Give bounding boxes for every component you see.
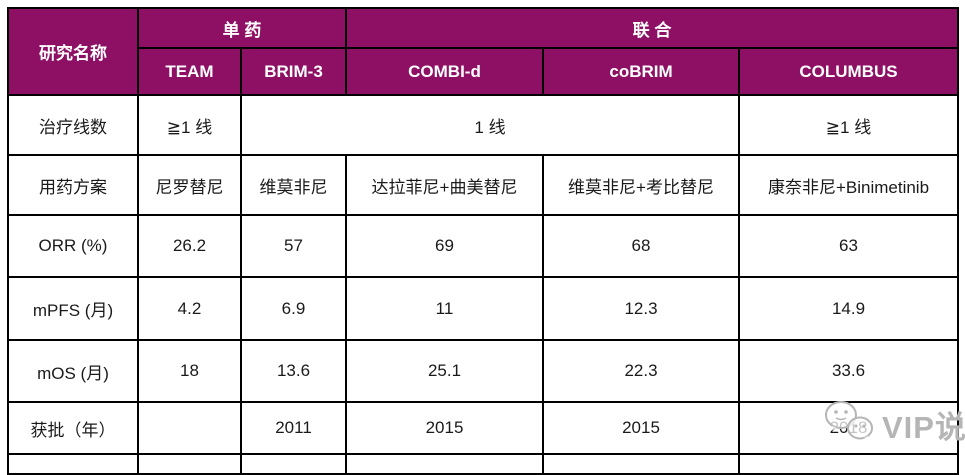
table-cell: 13.6 <box>240 339 347 403</box>
row-label-mos: mOS (月) <box>7 339 139 403</box>
table-cell: 2015 <box>542 401 740 455</box>
table-cell: 2015 <box>345 401 544 455</box>
row-label-treatment-lines: 治疗线数 <box>7 94 139 156</box>
table-cell: 68 <box>542 214 740 278</box>
column-header-columbus: COLUMBUS <box>738 47 959 96</box>
table-cell: 26.2 <box>137 214 242 278</box>
table-row-orr: ORR (%) 26.2 57 69 68 63 <box>7 214 959 278</box>
row-label-regimen: 用药方案 <box>7 154 139 216</box>
table-cell <box>738 453 959 475</box>
group-header-monotherapy: 单 药 <box>137 7 347 49</box>
table-cell: ≧1 线 <box>738 94 959 156</box>
table-row-trials: TEAM BRIM-3 COMBI-d coBRIM COLUMBUS <box>8 47 959 96</box>
table-row-mos: mOS (月) 18 13.6 25.1 22.3 33.6 <box>7 339 959 403</box>
table-cell: 11 <box>345 276 544 341</box>
table-cell: 4.2 <box>137 276 242 341</box>
table-row-approval: 获批（年） 2011 2015 2015 2018 <box>7 401 959 455</box>
table-cell: 2011 <box>240 401 347 455</box>
clinical-trials-table: 研究名称 单 药 联 合 TEAM BRIM-3 COMBI-d coBRIM … <box>7 7 959 475</box>
table-cell: 25.1 <box>345 339 544 403</box>
table-cell: 22.3 <box>542 339 740 403</box>
table-cell: 6.9 <box>240 276 347 341</box>
table-cell-merged: 1 线 <box>240 94 740 156</box>
table-row-groups: 研究名称 单 药 联 合 <box>7 7 959 96</box>
table-cell: 维莫非尼+考比替尼 <box>542 154 740 216</box>
table-cell: 2018 <box>738 401 959 455</box>
row-label-orr: ORR (%) <box>7 214 139 278</box>
table-cell: 12.3 <box>542 276 740 341</box>
table-row-regimen: 用药方案 尼罗替尼 维莫非尼 达拉菲尼+曲美替尼 维莫非尼+考比替尼 康奈非尼+… <box>7 154 959 216</box>
group-header-combination: 联 合 <box>345 7 959 49</box>
table-cell <box>345 453 544 475</box>
table-cell: 达拉菲尼+曲美替尼 <box>345 154 544 216</box>
row-label-approval: 获批（年） <box>7 401 139 455</box>
table-cell: ≧1 线 <box>137 94 242 156</box>
table-cell: 57 <box>240 214 347 278</box>
table-cell: 康奈非尼+Binimetinib <box>738 154 959 216</box>
table-cell: 63 <box>738 214 959 278</box>
table-cell <box>137 401 242 455</box>
table-cell: 33.6 <box>738 339 959 403</box>
table-cell: 69 <box>345 214 544 278</box>
table-row-treatment-lines: 治疗线数 ≧1 线 1 线 ≧1 线 <box>7 94 959 156</box>
table-cell: 14.9 <box>738 276 959 341</box>
table-cell <box>7 453 139 475</box>
column-header-brim3: BRIM-3 <box>240 47 347 96</box>
table-cell: 18 <box>137 339 242 403</box>
table-cell: 尼罗替尼 <box>137 154 242 216</box>
table-cell <box>240 453 347 475</box>
column-header-cobrim: coBRIM <box>542 47 740 96</box>
table-row-clipped <box>7 453 959 475</box>
table-cell <box>137 453 242 475</box>
table-cell: 维莫非尼 <box>240 154 347 216</box>
corner-header-study-name: 研究名称 <box>7 7 139 96</box>
row-label-mpfs: mPFS (月) <box>7 276 139 341</box>
column-header-team: TEAM <box>137 47 242 96</box>
column-header-combid: COMBI-d <box>345 47 544 96</box>
table-cell <box>542 453 740 475</box>
table-row-mpfs: mPFS (月) 4.2 6.9 11 12.3 14.9 <box>7 276 959 341</box>
